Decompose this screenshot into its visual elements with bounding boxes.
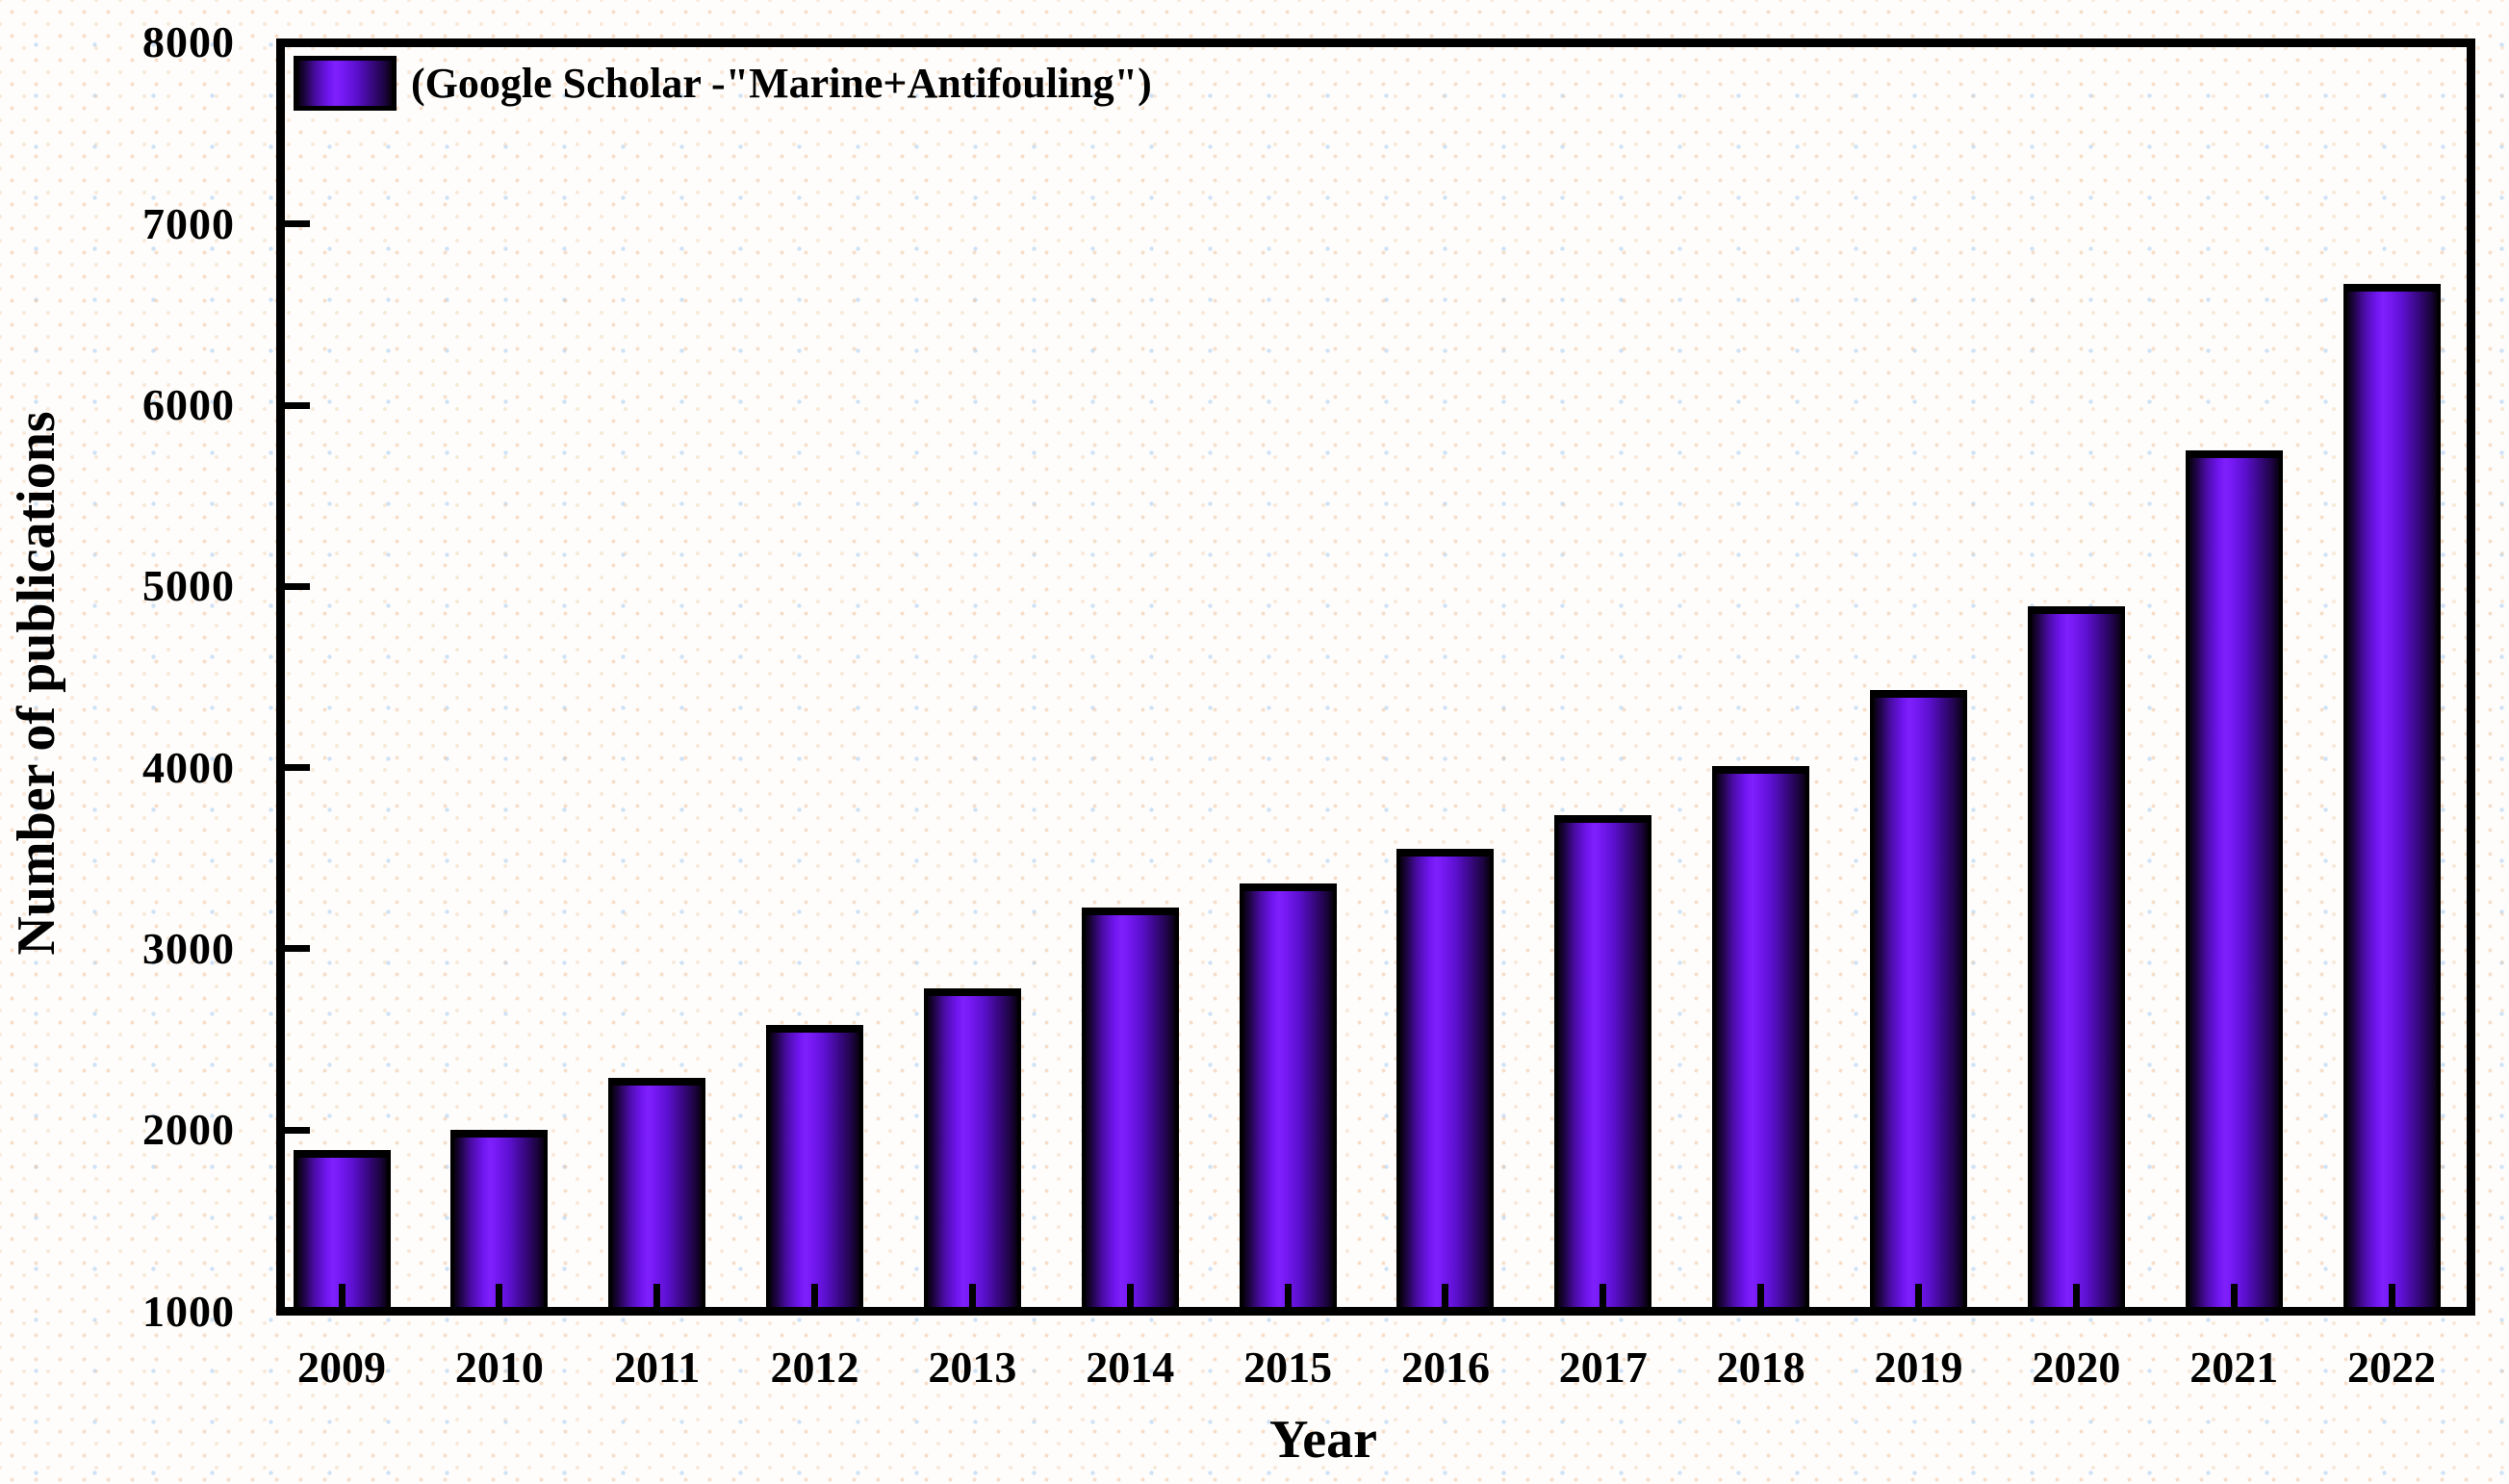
- x-tick-label: 2016: [1400, 1343, 1490, 1392]
- y-tick-mark: [285, 582, 310, 590]
- legend: (Google Scholar -"Marine+Antifouling"): [294, 56, 1152, 111]
- y-tick-mark: [285, 945, 310, 953]
- y-tick-mark: [285, 764, 310, 772]
- x-tick-label: 2009: [297, 1343, 386, 1392]
- x-tick-mark: [338, 1284, 346, 1307]
- bar-2016: [1396, 849, 1495, 1307]
- bar-2018: [1712, 765, 1810, 1307]
- x-tick-mark: [496, 1284, 503, 1307]
- y-tick-label: 4000: [142, 742, 235, 792]
- bar-2013: [923, 988, 1021, 1307]
- x-tick-mark: [811, 1284, 819, 1307]
- x-tick-mark: [1284, 1284, 1292, 1307]
- x-tick-mark: [1442, 1284, 1449, 1307]
- bar-2021: [2185, 450, 2283, 1307]
- x-tick-label: 2017: [1558, 1343, 1648, 1392]
- x-tick-mark: [1757, 1284, 1765, 1307]
- y-axis-title: Number of publications: [7, 411, 66, 956]
- y-tick-label: 2000: [142, 1105, 235, 1155]
- x-tick-label: 2022: [2347, 1343, 2437, 1392]
- bar-2020: [2027, 606, 2125, 1307]
- x-tick-label: 2010: [454, 1343, 544, 1392]
- bar-2015: [1239, 883, 1337, 1307]
- x-tick-label: 2012: [770, 1343, 859, 1392]
- bar-2014: [1081, 907, 1179, 1307]
- x-tick-mark: [1915, 1284, 1922, 1307]
- x-tick-label: 2014: [1086, 1343, 1175, 1392]
- x-tick-mark: [2072, 1284, 2080, 1307]
- x-tick-label: 2019: [1874, 1343, 1963, 1392]
- bar-2009: [293, 1149, 391, 1307]
- y-tick-label: 5000: [142, 561, 235, 611]
- x-tick-label: 2011: [613, 1343, 701, 1392]
- y-tick-mark: [285, 401, 310, 409]
- x-tick-mark: [1600, 1284, 1607, 1307]
- plot-frame: [276, 38, 2475, 1316]
- y-tick-label: 3000: [142, 923, 235, 973]
- y-tick-mark: [285, 220, 310, 228]
- y-tick-mark: [285, 1126, 310, 1134]
- x-tick-mark: [653, 1284, 661, 1307]
- x-tick-mark: [2388, 1284, 2395, 1307]
- bar-2019: [1870, 689, 1967, 1307]
- x-tick-mark: [1126, 1284, 1134, 1307]
- x-tick-label: 2013: [928, 1343, 1017, 1392]
- x-tick-mark: [2230, 1284, 2238, 1307]
- x-tick-mark: [968, 1284, 976, 1307]
- y-tick-label: 7000: [142, 198, 235, 248]
- x-tick-label: 2020: [2032, 1343, 2121, 1392]
- bar-2012: [766, 1025, 864, 1307]
- bar-2011: [608, 1077, 706, 1307]
- legend-label: (Google Scholar -"Marine+Antifouling"): [411, 60, 1152, 107]
- x-axis-title: Year: [1269, 1410, 1377, 1470]
- y-tick-label: 6000: [142, 380, 235, 430]
- x-tick-label: 2015: [1243, 1343, 1333, 1392]
- x-tick-label: 2021: [2189, 1343, 2279, 1392]
- legend-color-swatch: [294, 56, 397, 111]
- bar-2010: [450, 1130, 549, 1307]
- bar-2017: [1554, 814, 1652, 1307]
- y-tick-label: 8000: [142, 17, 235, 67]
- bar-2022: [2343, 283, 2441, 1307]
- x-tick-label: 2018: [1716, 1343, 1805, 1392]
- y-tick-label: 1000: [142, 1286, 235, 1336]
